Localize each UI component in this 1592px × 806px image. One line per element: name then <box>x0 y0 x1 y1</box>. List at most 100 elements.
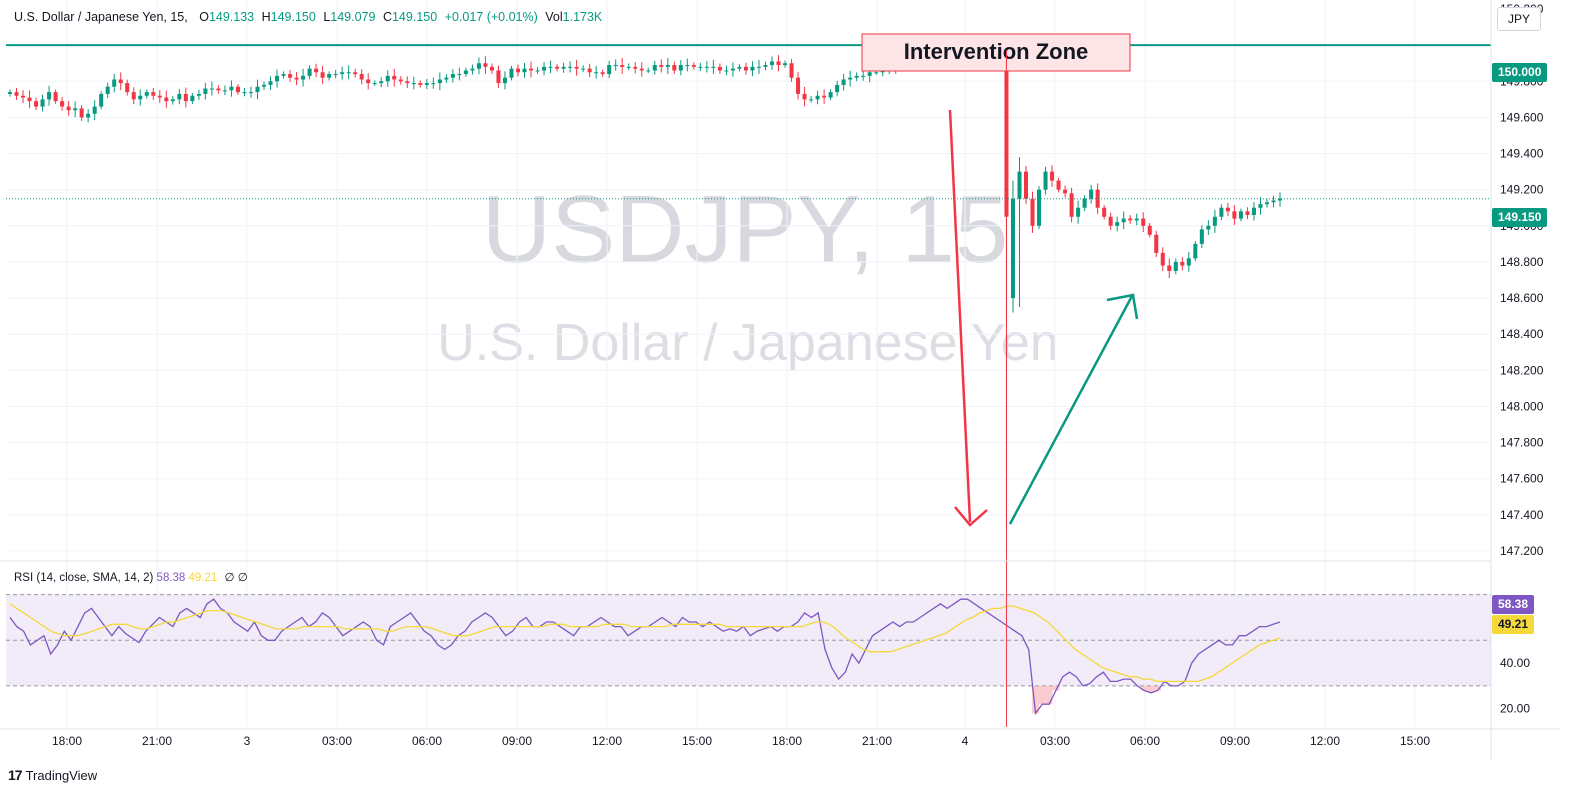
candle <box>639 62 644 77</box>
candle-body <box>1010 198 1015 299</box>
candle <box>1206 220 1211 236</box>
candle-body <box>1199 229 1204 244</box>
candle <box>411 76 416 90</box>
candle <box>1108 212 1113 230</box>
candle <box>66 100 71 116</box>
candle <box>835 80 840 97</box>
candle <box>698 62 703 71</box>
candle <box>1232 205 1237 225</box>
candle-body <box>366 79 371 84</box>
last-price-tag: 149.150 <box>1492 208 1548 227</box>
candle <box>366 73 371 90</box>
candle <box>796 72 801 100</box>
candle <box>848 70 853 87</box>
candle <box>1082 195 1087 212</box>
candle-body <box>1023 171 1029 199</box>
candle <box>717 63 722 74</box>
candle-body <box>809 99 814 101</box>
candle <box>600 69 605 77</box>
high-label: H <box>261 10 271 24</box>
candle <box>444 74 449 83</box>
rsi-sma-line <box>9 603 1281 683</box>
candle <box>470 64 475 75</box>
candle-body <box>626 66 631 68</box>
candle-body <box>47 92 52 100</box>
candle <box>626 63 631 71</box>
candle <box>574 59 579 76</box>
candle-body <box>1017 171 1022 199</box>
axes: 149.800149.600149.400149.200149.000148.8… <box>0 0 1560 760</box>
candle <box>53 89 58 104</box>
candle-body <box>333 74 338 76</box>
candle <box>1063 185 1068 198</box>
candle-body <box>496 70 501 84</box>
time-tick-label: 15:00 <box>682 734 712 748</box>
candle <box>665 57 670 74</box>
candle-body <box>1128 218 1133 221</box>
candle <box>776 55 781 72</box>
candle-body <box>1147 225 1152 235</box>
candle-body <box>196 93 201 96</box>
candle-body <box>555 66 560 69</box>
candle-body <box>717 66 722 71</box>
candle <box>489 63 494 74</box>
candle <box>1134 213 1139 226</box>
candle-body <box>678 65 683 71</box>
candle <box>261 81 267 91</box>
candle-body <box>288 74 293 78</box>
candle <box>587 63 592 78</box>
candle-body <box>1238 211 1243 219</box>
candle-body <box>1108 216 1113 226</box>
candle <box>1050 165 1055 187</box>
high-value: 149.150 <box>270 10 316 24</box>
candle <box>522 63 527 78</box>
candle <box>99 91 104 110</box>
candle <box>288 69 293 82</box>
candle <box>861 70 866 81</box>
candle-body <box>633 66 638 69</box>
candle <box>659 59 664 73</box>
candle-body <box>40 99 45 107</box>
currency-button[interactable]: JPY <box>1497 7 1541 31</box>
candle <box>730 62 735 77</box>
candle-body <box>1160 252 1165 266</box>
close-value: 149.150 <box>391 10 438 24</box>
candle-body <box>190 95 195 102</box>
candle <box>281 71 286 79</box>
candle <box>613 59 618 71</box>
rsi-tick-label: 20.00 <box>1500 702 1530 716</box>
candle <box>1147 223 1152 238</box>
candle-body <box>1245 211 1250 215</box>
candle <box>769 56 775 70</box>
tradingview-brand[interactable]: 17 TradingView <box>8 767 97 783</box>
candle-body <box>1095 189 1100 208</box>
rsi-title[interactable]: RSI (14, close, SMA, 14, 2) <box>14 572 154 584</box>
candle-body <box>698 66 703 68</box>
candle <box>268 76 273 90</box>
symbol-description[interactable]: U.S. Dollar / Japanese Yen, 15, <box>14 10 188 24</box>
candle-body <box>255 86 260 93</box>
down-arrow-shaft <box>948 109 972 523</box>
candle-body <box>392 75 397 80</box>
candle <box>229 80 234 97</box>
candle-body <box>763 65 768 67</box>
candle <box>392 68 397 87</box>
candle-body <box>672 65 677 71</box>
candle <box>1154 230 1159 258</box>
candle-body <box>1193 243 1198 259</box>
candle-body <box>424 83 429 85</box>
candle <box>235 84 240 95</box>
candle-body <box>1043 171 1048 190</box>
candle-body <box>34 101 39 107</box>
candle <box>92 100 97 121</box>
candle <box>112 73 117 93</box>
candle <box>1212 209 1217 233</box>
candle <box>242 87 247 97</box>
candle <box>737 64 742 72</box>
candle <box>1180 257 1185 271</box>
time-tick-label: 15:00 <box>1400 734 1430 748</box>
candle <box>307 65 312 80</box>
candle <box>203 82 208 100</box>
candle-body <box>581 68 586 70</box>
